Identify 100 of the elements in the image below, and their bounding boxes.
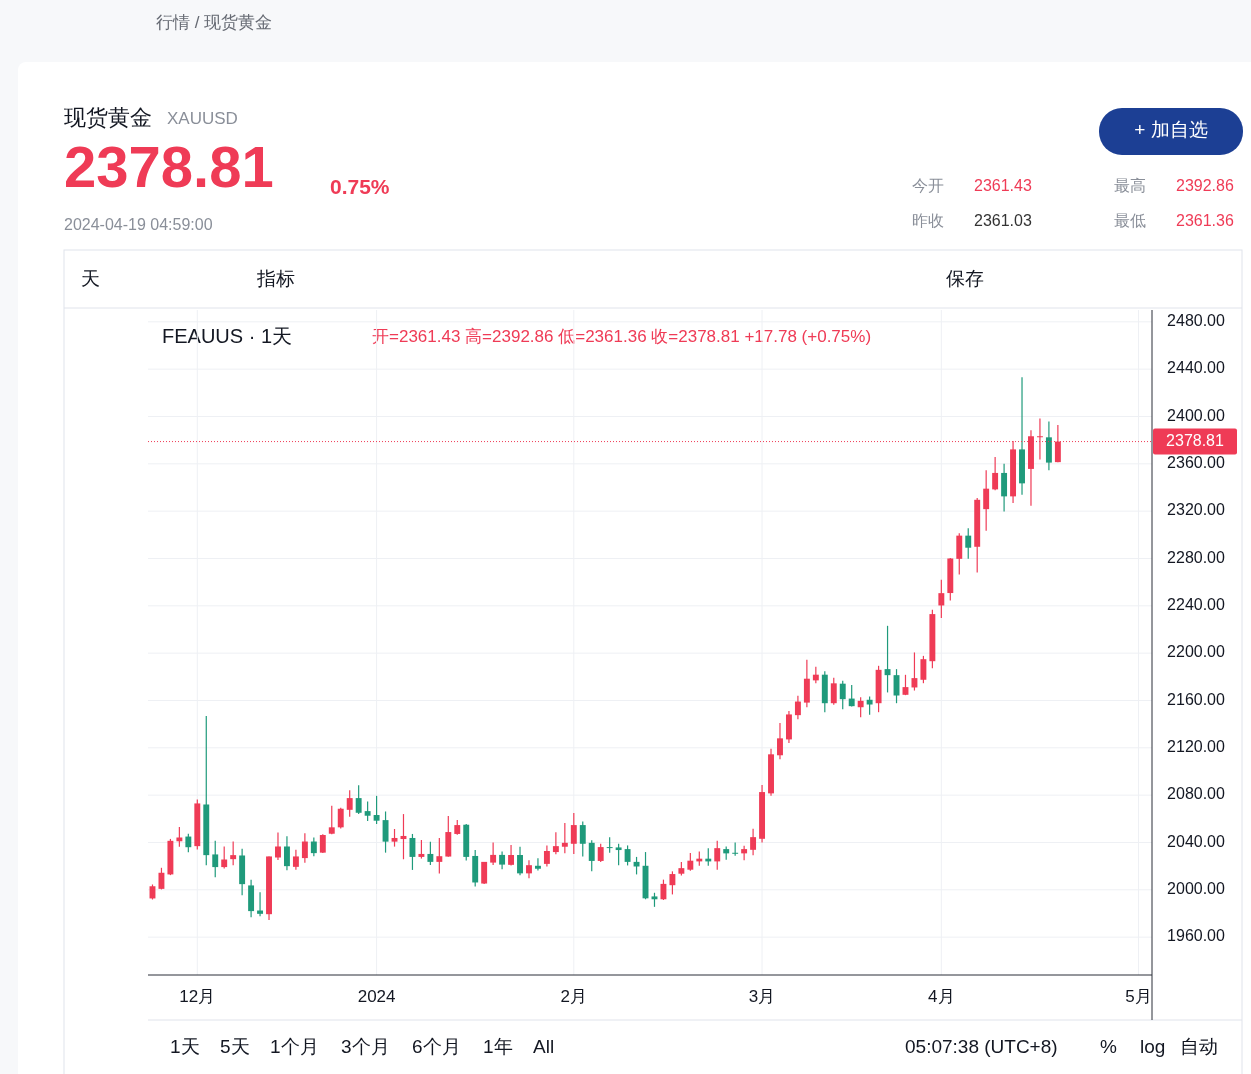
text: 5天	[220, 1036, 250, 1058]
text: 最高	[1114, 177, 1146, 195]
candlestick	[714, 840, 721, 871]
text: 1天	[170, 1036, 200, 1058]
candlestick	[839, 680, 846, 710]
candlestick	[355, 784, 362, 815]
candlestick	[911, 651, 918, 692]
y-tick-label: 2160.00	[1167, 690, 1226, 708]
annotation: FEAUUS · 1天	[162, 325, 293, 348]
x-tick-label: 2月	[560, 987, 588, 1007]
text: 2378.81	[64, 134, 274, 200]
candlestick	[777, 722, 783, 760]
candlestick	[857, 696, 864, 718]
text: 昨收	[912, 212, 944, 230]
y-tick-label: 2200.00	[1167, 643, 1226, 661]
candlestick	[741, 845, 748, 861]
candlestick	[803, 659, 810, 708]
candlestick	[212, 840, 219, 878]
candlestick	[920, 655, 927, 684]
y-tick-label: 2480.00	[1167, 312, 1226, 330]
candlestick	[597, 843, 604, 863]
annotation: 开=2361.43 高=2392.86 低=2361.36 收=2378.81 +17.78 (+0.75%)	[372, 327, 872, 347]
candlestick	[965, 527, 972, 560]
x-tick-label: 2024	[357, 987, 396, 1007]
candlestick	[526, 859, 532, 879]
text: All	[533, 1036, 555, 1058]
candlestick	[830, 677, 837, 706]
text: 2024-04-19 04:59:00	[64, 216, 213, 234]
candlestick	[310, 836, 317, 857]
candlestick	[436, 837, 443, 875]
candlestick	[615, 843, 622, 866]
text: 2361.36	[1176, 212, 1234, 230]
text: 6个月	[412, 1036, 461, 1058]
text: 最低	[1114, 212, 1146, 230]
candlestick	[283, 835, 290, 871]
text: 自动	[1180, 1036, 1218, 1058]
text: 0.75%	[330, 174, 390, 198]
candlestick	[257, 891, 264, 917]
candlestick	[588, 839, 595, 872]
candlestick	[983, 469, 990, 532]
text: 今开	[912, 177, 944, 195]
text: 行情 / 现货黄金	[156, 13, 273, 33]
candlestick	[660, 879, 667, 901]
candlestick	[373, 795, 380, 825]
candlestick	[382, 810, 389, 854]
candlestick	[884, 625, 891, 694]
x-tick-label: 12月	[179, 987, 216, 1007]
candlestick	[337, 807, 344, 829]
candlestick	[866, 695, 873, 716]
candlestick	[409, 833, 416, 871]
candlestick	[570, 812, 577, 855]
y-tick-label: 2120.00	[1167, 738, 1226, 756]
y-tick-label: 2280.00	[1167, 548, 1226, 566]
candlestick	[938, 579, 945, 619]
y-tick-label: 2080.00	[1167, 785, 1226, 803]
candlestick	[956, 532, 963, 576]
candlestick	[185, 833, 192, 853]
text: 天	[81, 268, 100, 290]
text: log	[1140, 1036, 1166, 1058]
candlestick	[230, 840, 237, 866]
candlestick	[427, 841, 434, 866]
candlestick	[517, 846, 523, 876]
text: %	[1100, 1036, 1117, 1058]
text: 2361.43	[974, 177, 1032, 195]
text: + 加自选	[1134, 119, 1208, 141]
chart-title: 现货黄金	[64, 104, 152, 130]
y-tick-label: 2000.00	[1167, 880, 1226, 898]
candlestick	[750, 828, 757, 856]
candlestick	[221, 845, 228, 870]
candlestick	[794, 695, 801, 720]
x-tick-label: 3月	[748, 987, 776, 1007]
candlestick	[669, 870, 676, 896]
candlestick	[490, 841, 497, 866]
y-tick-label: 2360.00	[1167, 454, 1226, 472]
text: 3个月	[341, 1036, 390, 1058]
text: 2361.03	[974, 212, 1032, 230]
candlestick	[624, 844, 631, 867]
text: 05:07:38 (UTC+8)	[905, 1036, 1058, 1058]
chart-subtitle: XAUUSD	[167, 109, 238, 129]
ref-line-label: 2378.81	[1166, 431, 1225, 449]
y-tick-label: 1960.00	[1167, 927, 1226, 945]
y-tick-label: 2040.00	[1167, 832, 1226, 850]
candlestick	[328, 805, 335, 835]
candlestick	[579, 820, 586, 858]
text: 2392.86	[1176, 177, 1234, 195]
text: 1年	[483, 1036, 513, 1058]
candlestick	[534, 857, 541, 871]
x-tick-label: 5月	[1125, 987, 1152, 1007]
candlestick	[418, 839, 425, 860]
candlestick	[1001, 463, 1008, 513]
y-tick-label: 2400.00	[1167, 406, 1226, 424]
text: 指标	[256, 268, 295, 290]
candlestick	[992, 456, 999, 491]
text: 1个月	[270, 1036, 319, 1058]
y-tick-label: 2320.00	[1167, 501, 1226, 519]
candlestick	[561, 822, 568, 854]
candlestick	[275, 831, 281, 861]
y-tick-label: 2440.00	[1167, 359, 1226, 377]
candlestick	[543, 844, 550, 868]
text: 保存	[946, 268, 984, 290]
